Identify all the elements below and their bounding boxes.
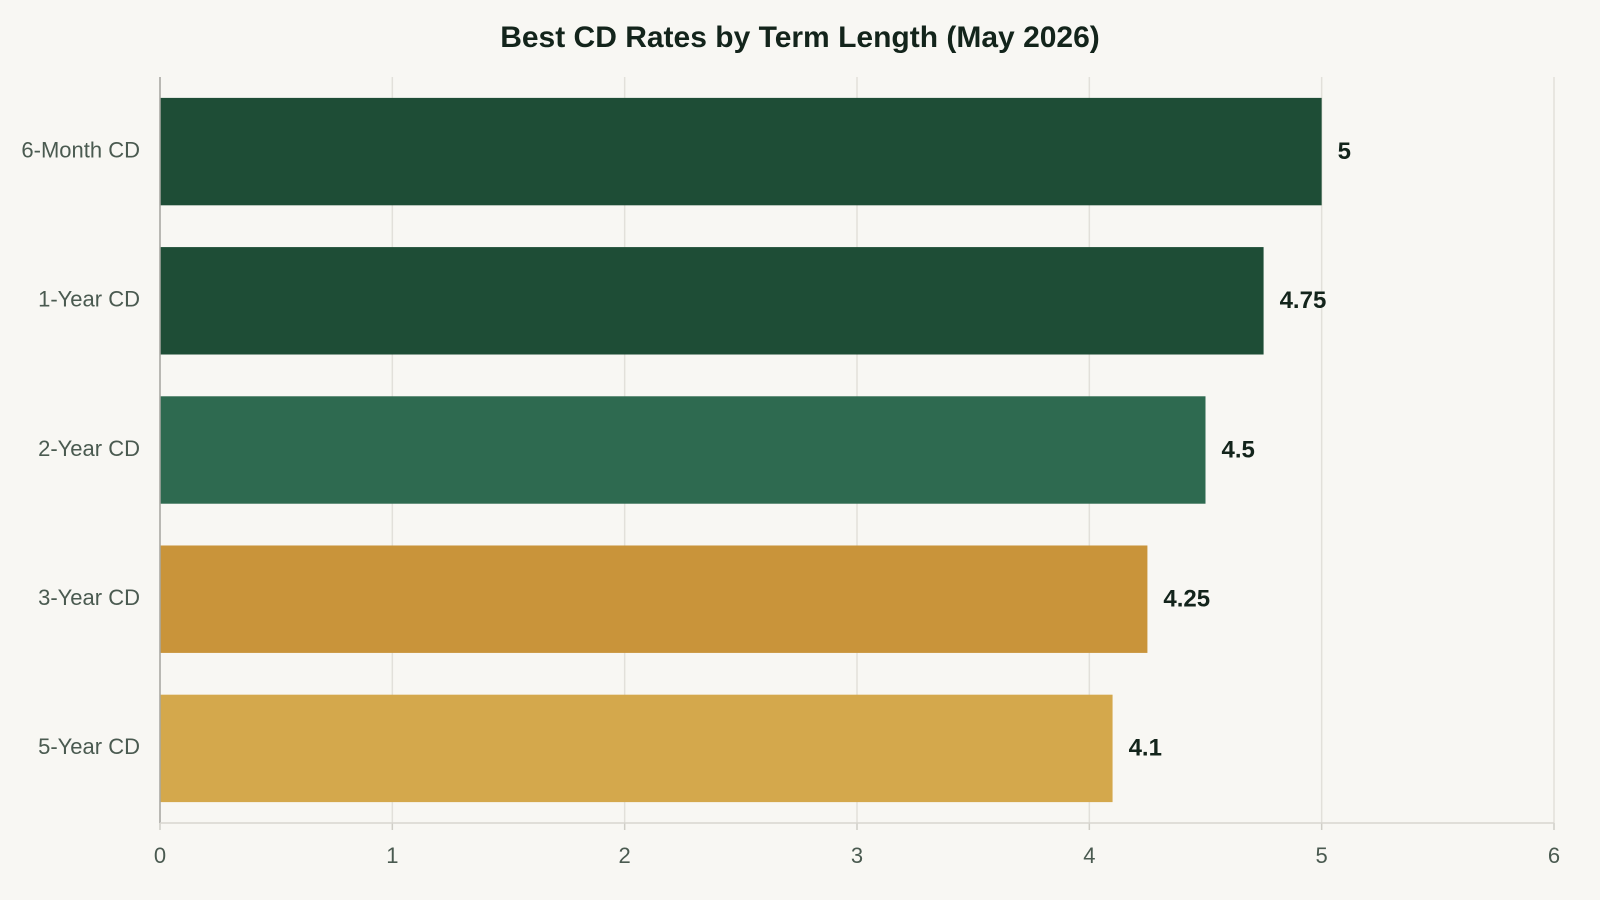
x-tick-label: 2 [619,843,631,868]
bar [160,247,1264,355]
y-tick-label: 3-Year CD [38,585,140,610]
x-tick-label: 4 [1083,843,1095,868]
value-label: 4.75 [1280,287,1327,314]
bar [160,694,1113,803]
x-tick-label: 6 [1548,843,1560,868]
x-tick-label: 0 [154,843,166,868]
x-tick-label: 1 [386,843,398,868]
value-label: 5 [1338,138,1351,165]
x-tick-label: 3 [851,843,863,868]
value-label: 4.25 [1163,586,1210,613]
y-tick-label: 6-Month CD [21,137,140,162]
chart-title: Best CD Rates by Term Length (May 2026) [500,21,1100,54]
value-label: 4.5 [1222,436,1255,463]
bar [160,97,1322,206]
x-tick-label: 5 [1316,843,1328,868]
y-tick-label: 2-Year CD [38,436,140,461]
bar [160,545,1148,653]
y-tick-label: 1-Year CD [38,287,140,312]
bar [160,396,1206,504]
value-label: 4.1 [1129,735,1162,762]
y-tick-label: 5-Year CD [38,734,140,759]
